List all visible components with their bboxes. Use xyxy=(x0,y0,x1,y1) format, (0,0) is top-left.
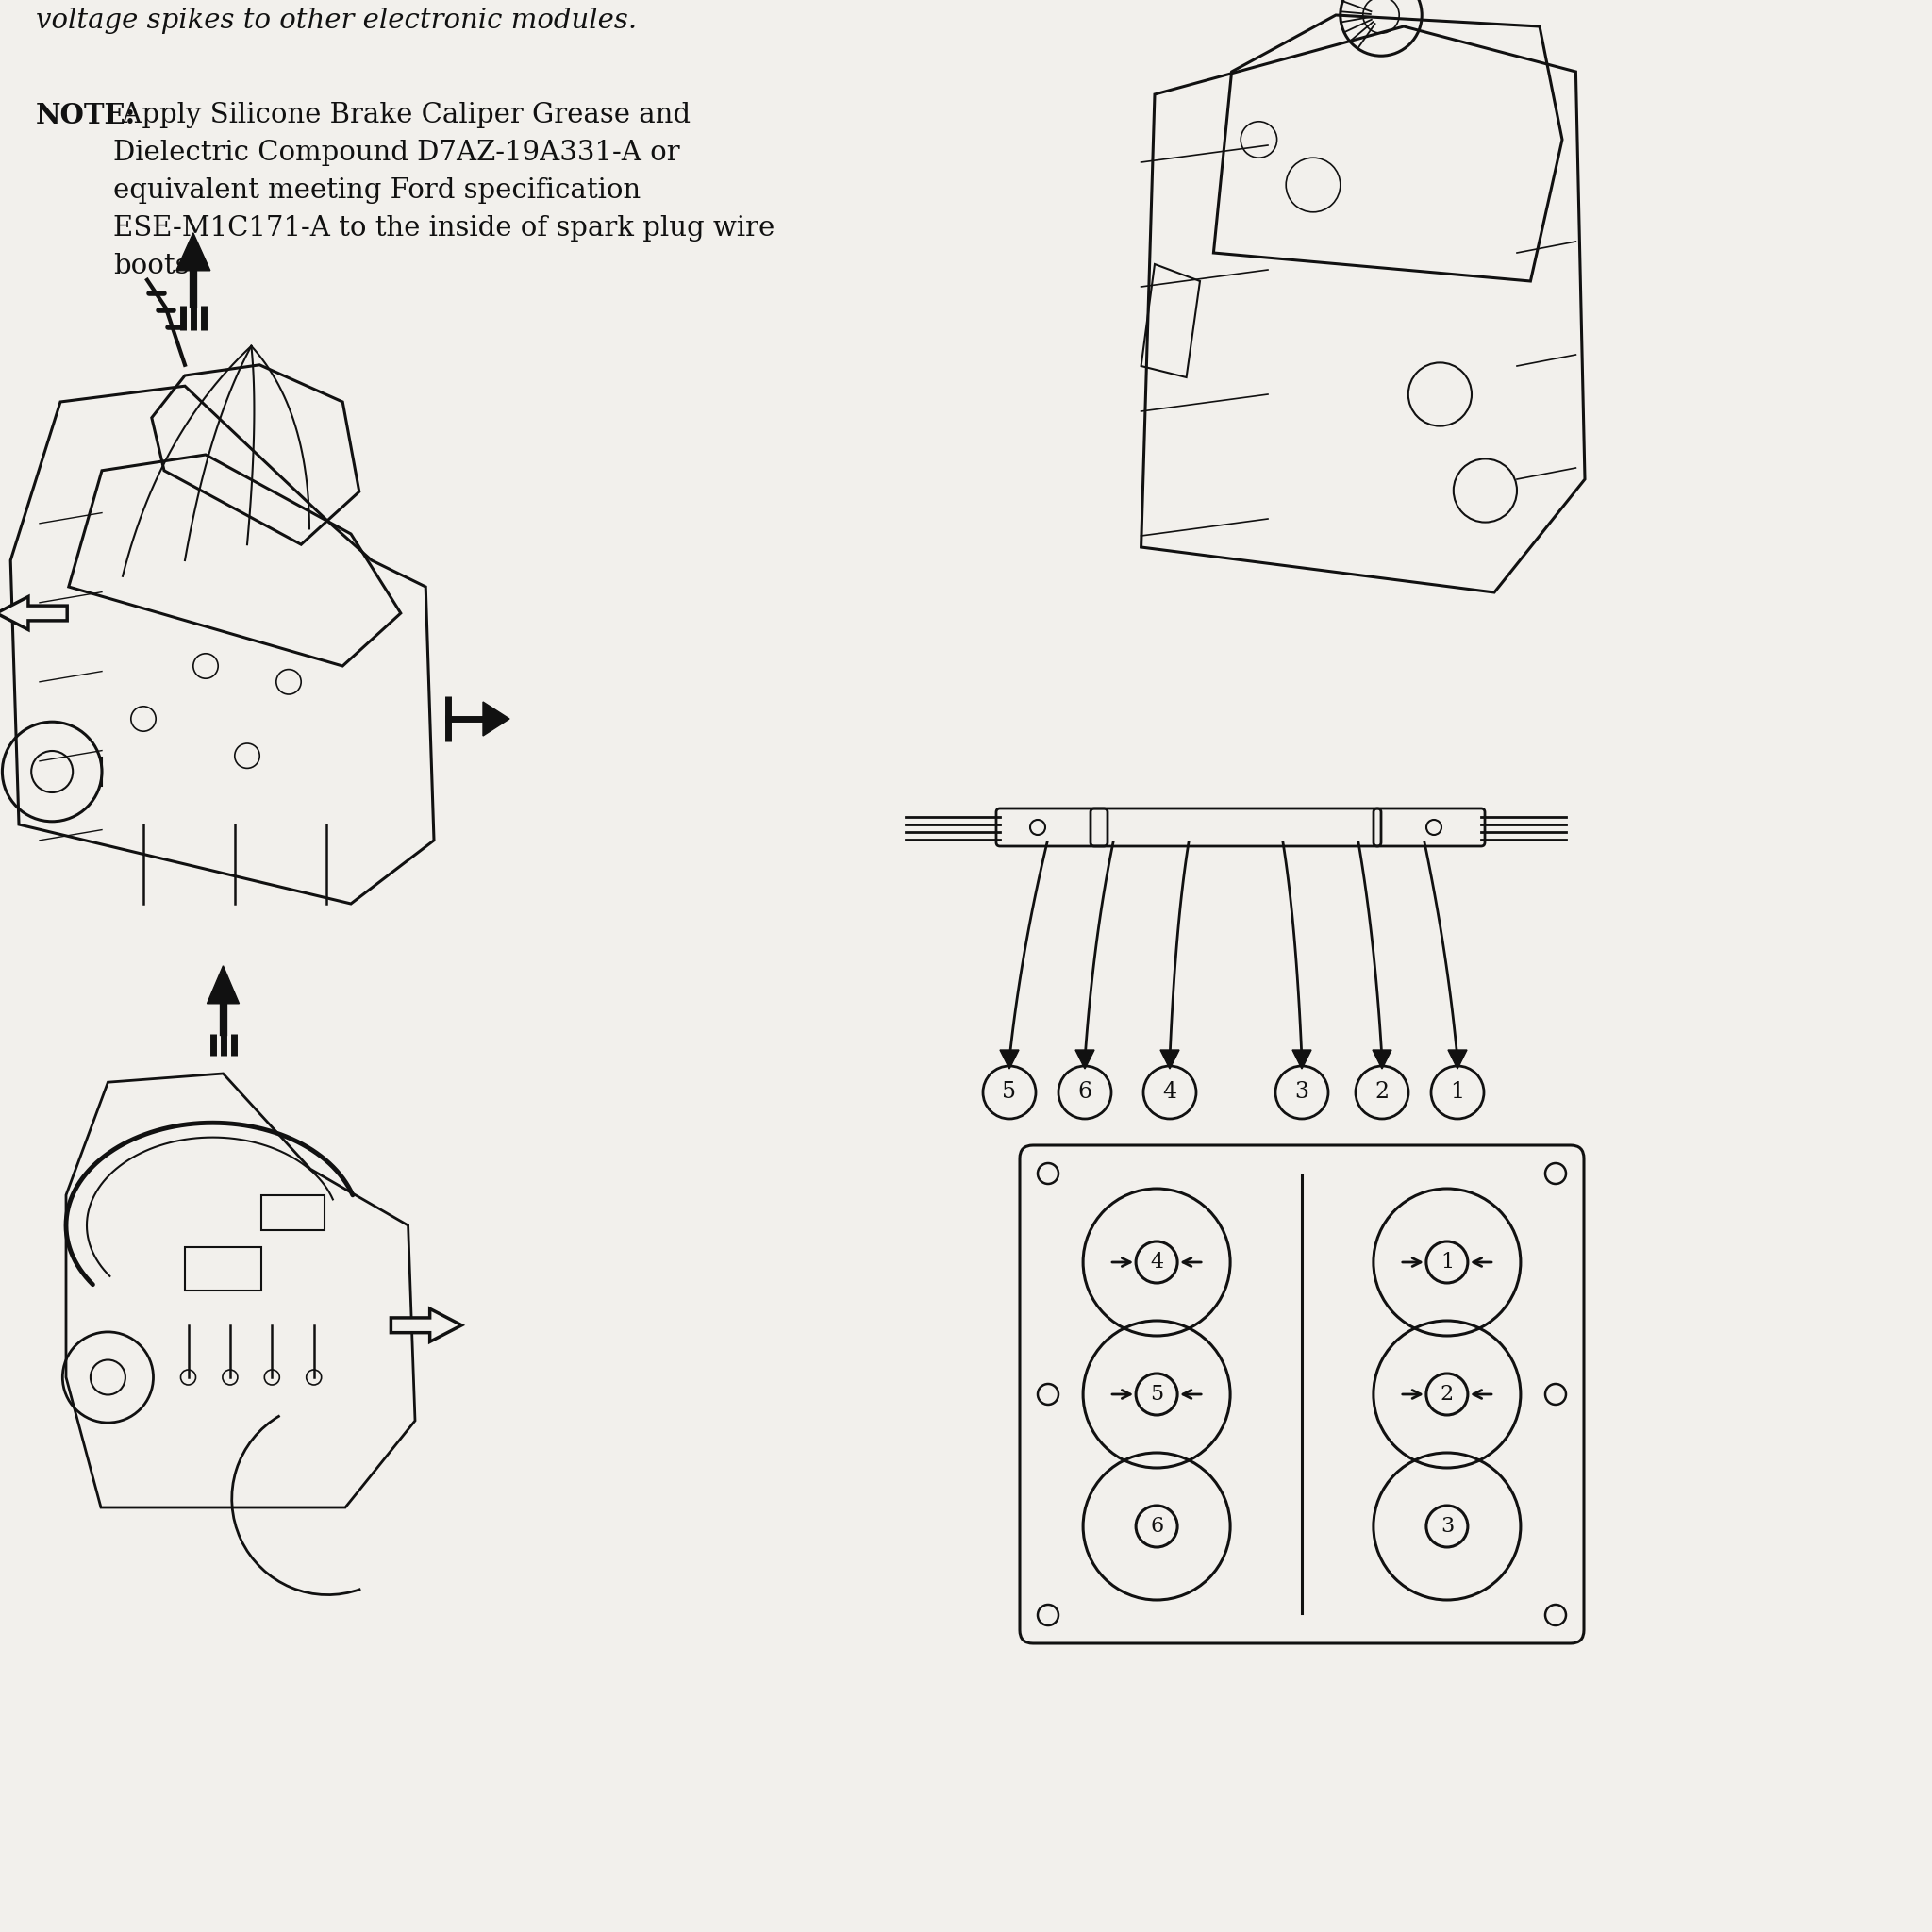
Polygon shape xyxy=(390,1308,462,1341)
Bar xyxy=(261,1196,325,1231)
Text: 3: 3 xyxy=(1439,1517,1453,1536)
Polygon shape xyxy=(483,701,510,736)
Text: 5: 5 xyxy=(1003,1082,1016,1103)
Polygon shape xyxy=(1161,1049,1179,1068)
Text: 2: 2 xyxy=(1441,1383,1453,1405)
Polygon shape xyxy=(1293,1049,1312,1068)
Text: 6: 6 xyxy=(1150,1517,1163,1536)
Text: 1: 1 xyxy=(1451,1082,1464,1103)
Bar xyxy=(185,1248,261,1291)
Polygon shape xyxy=(176,234,211,270)
Text: NOTE:: NOTE: xyxy=(37,102,135,129)
Text: 1: 1 xyxy=(1441,1252,1453,1273)
Polygon shape xyxy=(1449,1049,1466,1068)
Polygon shape xyxy=(0,597,68,630)
Text: 4: 4 xyxy=(1163,1082,1177,1103)
Polygon shape xyxy=(1372,1049,1391,1068)
Text: Apply Silicone Brake Caliper Grease and
Dielectric Compound D7AZ-19A331-A or
equ: Apply Silicone Brake Caliper Grease and … xyxy=(114,102,775,280)
Text: 6: 6 xyxy=(1078,1082,1092,1103)
Text: 4: 4 xyxy=(1150,1252,1163,1273)
Text: voltage spikes to other electronic modules.: voltage spikes to other electronic modul… xyxy=(37,8,638,35)
Polygon shape xyxy=(1076,1049,1094,1068)
Text: 3: 3 xyxy=(1294,1082,1308,1103)
Polygon shape xyxy=(1001,1049,1018,1068)
Polygon shape xyxy=(207,966,240,1003)
Text: 5: 5 xyxy=(1150,1383,1163,1405)
Text: 2: 2 xyxy=(1376,1082,1389,1103)
